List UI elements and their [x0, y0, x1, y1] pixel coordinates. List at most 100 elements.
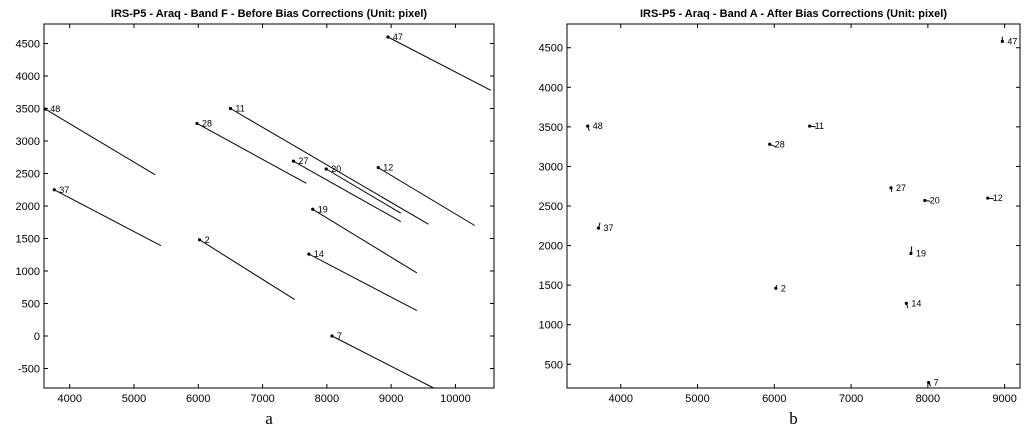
series-2: 2	[197, 235, 295, 301]
point-marker	[324, 167, 328, 171]
x-tick-label: 4000	[609, 393, 633, 405]
point-label: 37	[59, 185, 69, 195]
point-marker	[307, 252, 311, 256]
series-14: 14	[904, 298, 921, 308]
point-label: 2	[781, 283, 786, 293]
point-label: 47	[1007, 36, 1017, 46]
point-marker	[228, 106, 233, 111]
series-line	[54, 189, 162, 247]
point-label: 14	[911, 298, 921, 308]
y-tick-label: 500	[545, 359, 563, 371]
panel-caption: a	[265, 409, 273, 428]
series-7: 7	[927, 377, 939, 387]
point-marker	[808, 124, 812, 128]
y-tick-label: -500	[18, 364, 40, 376]
point-label: 11	[235, 104, 244, 114]
series-line	[378, 167, 475, 226]
point-label: 19	[916, 248, 926, 258]
point-marker	[586, 124, 590, 128]
y-tick-label: 500	[22, 299, 40, 311]
point-marker	[904, 301, 908, 305]
point-label: 27	[896, 183, 906, 193]
y-tick-label: 3000	[539, 161, 563, 173]
point-marker	[1000, 39, 1004, 44]
y-tick-label: 0	[34, 331, 40, 343]
plot-area	[566, 23, 1021, 389]
x-tick-label: 9000	[992, 393, 1016, 405]
chart-title: IRS-P5 - Araq - Band F - Before Bias Cor…	[111, 8, 428, 20]
x-tick-label: 7000	[839, 393, 863, 405]
series-48: 48	[586, 121, 603, 131]
point-label: 20	[930, 195, 940, 205]
x-tick-label: 5000	[685, 393, 709, 405]
point-marker	[889, 186, 893, 190]
point-label: 37	[603, 223, 613, 233]
chart-panel-a: IRS-P5 - Araq - Band F - Before Bias Cor…	[16, 8, 495, 428]
series-37: 37	[596, 222, 613, 233]
point-label: 47	[393, 32, 403, 42]
series-14: 14	[307, 249, 418, 312]
y-tick-label: 4500	[16, 39, 40, 51]
y-tick-label: 3500	[16, 104, 40, 116]
panel-caption: b	[789, 409, 798, 428]
series-27: 27	[889, 183, 906, 193]
point-label: 12	[383, 163, 393, 173]
point-label: 28	[775, 139, 785, 149]
point-marker	[923, 198, 927, 203]
x-tick-label: 6000	[762, 393, 786, 405]
y-tick-label: 2000	[16, 201, 40, 213]
point-label: 48	[593, 121, 603, 131]
series-37: 37	[52, 185, 162, 247]
y-tick-label: 3500	[539, 122, 563, 134]
y-tick-label: 1500	[539, 280, 563, 292]
point-label: 7	[337, 331, 342, 341]
chart-title: IRS-P5 - Araq - Band A - After Bias Corr…	[640, 8, 947, 20]
y-tick-label: 2000	[539, 241, 563, 253]
series-line	[293, 160, 402, 223]
point-label: 19	[318, 204, 328, 214]
series-20: 20	[324, 164, 402, 214]
point-label: 12	[993, 193, 1003, 203]
y-tick-label: 4000	[16, 71, 40, 83]
y-tick-label: 2500	[16, 169, 40, 181]
series-19: 19	[311, 204, 418, 274]
point-marker	[768, 142, 772, 146]
series-28: 28	[195, 118, 307, 184]
series-47: 47	[1000, 36, 1017, 46]
x-tick-label: 10000	[440, 393, 471, 405]
series-line	[196, 122, 307, 184]
series-27: 27	[291, 156, 402, 223]
point-label: 20	[331, 164, 341, 174]
series-19: 19	[909, 246, 926, 258]
x-tick-label: 7000	[250, 393, 274, 405]
x-tick-label: 4000	[57, 393, 81, 405]
series-47: 47	[386, 32, 492, 91]
x-tick-label: 8000	[315, 393, 339, 405]
x-tick-label: 6000	[186, 393, 210, 405]
point-marker	[376, 166, 380, 170]
point-label: 27	[298, 156, 308, 166]
series-11: 11	[808, 121, 824, 131]
point-marker	[195, 121, 199, 126]
series-line	[325, 168, 402, 214]
series-line	[199, 239, 295, 301]
point-marker	[927, 380, 931, 385]
series-48: 48	[43, 104, 156, 176]
series-line	[312, 208, 418, 274]
point-marker	[596, 226, 601, 230]
x-tick-label: 9000	[379, 393, 403, 405]
point-marker	[774, 286, 778, 290]
point-marker	[386, 35, 390, 39]
series-28: 28	[768, 139, 785, 149]
plot-area	[43, 23, 495, 389]
point-label: 14	[314, 249, 324, 259]
point-marker	[909, 251, 913, 256]
point-marker	[291, 159, 296, 163]
y-tick-label: 2500	[539, 201, 563, 213]
point-label: 48	[50, 104, 60, 114]
point-marker	[197, 238, 202, 242]
series-line	[331, 335, 434, 389]
y-tick-label: 3000	[16, 136, 40, 148]
point-marker	[330, 334, 334, 338]
